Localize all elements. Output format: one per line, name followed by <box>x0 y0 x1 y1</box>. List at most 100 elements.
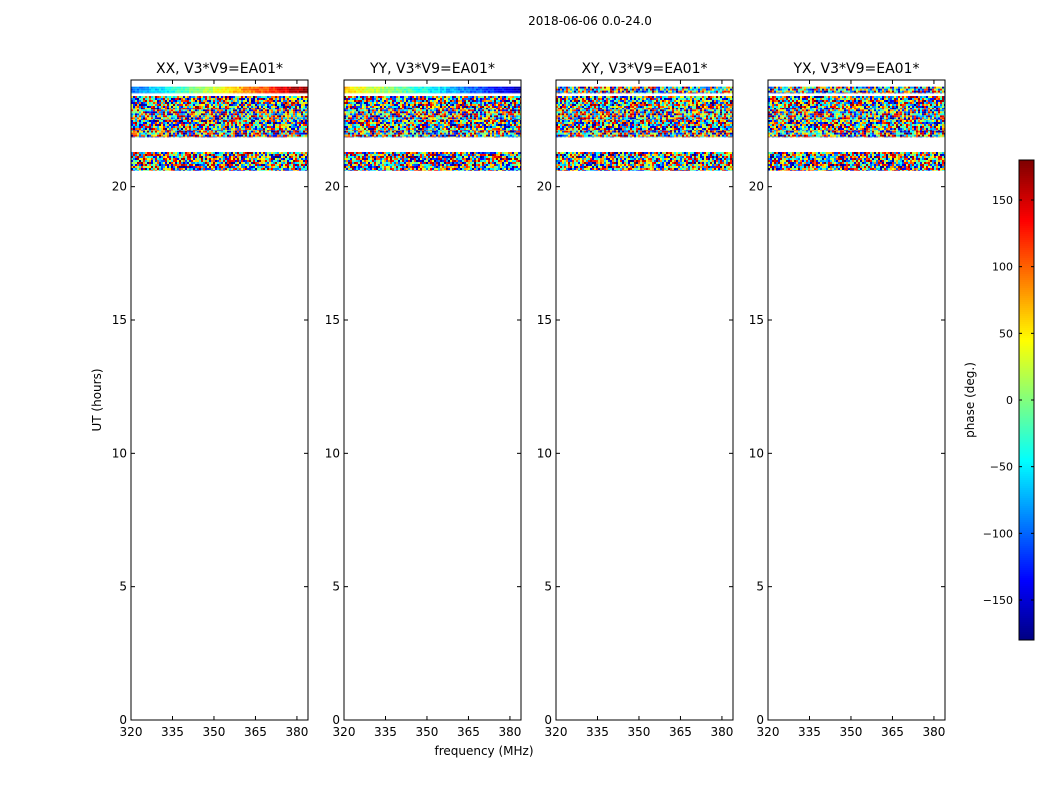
heat-cell <box>199 152 201 154</box>
heat-cell <box>370 113 372 116</box>
heat-cell <box>155 120 157 122</box>
heat-cell <box>137 164 139 166</box>
heat-cell <box>245 106 247 108</box>
heat-cell <box>155 88 157 91</box>
heat-cell <box>213 126 215 128</box>
heat-cell <box>416 115 418 118</box>
heat-cell <box>279 90 281 93</box>
heat-cell <box>225 86 227 89</box>
heat-cell <box>464 115 466 118</box>
heat-cell <box>267 130 269 133</box>
heat-cell <box>500 119 502 120</box>
heat-cell <box>303 130 305 133</box>
heat-cell <box>247 92 249 94</box>
heat-cell <box>287 113 289 116</box>
heat-cell <box>350 119 352 120</box>
heat-cell <box>143 152 145 154</box>
heat-cell <box>508 117 510 120</box>
heat-cell <box>289 168 291 170</box>
heat-cell <box>484 96 486 98</box>
heat-cell <box>305 109 307 112</box>
heat-cell <box>205 117 207 120</box>
heat-cell <box>193 88 195 91</box>
heat-cell <box>227 102 229 104</box>
heat-cell <box>225 158 227 160</box>
heat-cell <box>454 111 456 114</box>
heat-cell <box>147 160 149 162</box>
heat-cell <box>476 104 478 106</box>
heat-cell <box>291 104 293 106</box>
heat-cell <box>277 120 279 122</box>
heat-cell <box>378 119 380 120</box>
heat-cell <box>147 130 149 133</box>
heat-cell <box>392 102 394 104</box>
heat-cell <box>183 102 185 104</box>
heat-cell <box>488 115 490 118</box>
heat-cell <box>506 96 508 98</box>
heat-cell <box>404 88 406 91</box>
heat-cell <box>273 117 275 120</box>
heat-cell <box>169 98 171 100</box>
heat-cell <box>305 108 307 110</box>
heat-cell <box>221 88 223 91</box>
heat-cell <box>360 113 362 116</box>
heat-cell <box>183 106 185 108</box>
heat-cell <box>494 111 496 114</box>
heat-cell <box>171 88 173 91</box>
heat-cell <box>388 92 390 94</box>
heat-cell <box>273 92 275 94</box>
heat-cell <box>169 92 171 94</box>
heat-cell <box>420 119 422 120</box>
heat-cell <box>267 106 269 108</box>
heat-cell <box>348 106 350 108</box>
heat-cell <box>153 109 155 112</box>
heat-cell <box>508 88 510 91</box>
heat-cell <box>255 119 257 120</box>
heat-cell <box>171 160 173 162</box>
heat-cell <box>253 102 255 104</box>
heat-cell <box>199 92 201 94</box>
heat-cell <box>199 122 201 124</box>
heat-cell <box>299 90 301 93</box>
heat-cell <box>159 154 161 156</box>
heat-cell <box>468 104 470 106</box>
heat-cell <box>436 90 438 93</box>
heat-cell <box>195 119 197 120</box>
heat-cell <box>295 100 297 102</box>
heat-cell <box>476 119 478 120</box>
heat-cell <box>297 109 299 112</box>
heat-cell <box>173 124 175 126</box>
heat-cell <box>209 126 211 128</box>
heat-cell <box>219 128 221 130</box>
heat-cell <box>406 100 408 102</box>
heat-cell <box>159 120 161 122</box>
heat-cell <box>514 109 516 112</box>
heat-cell <box>243 164 245 166</box>
heat-cell <box>247 109 249 112</box>
heat-cell <box>259 152 261 154</box>
heat-cell <box>167 120 169 122</box>
heat-cell <box>354 126 356 128</box>
heat-cell <box>281 113 283 116</box>
heat-cell <box>468 117 470 120</box>
heat-cell <box>305 124 307 126</box>
heat-cell <box>267 90 269 93</box>
heat-cell <box>472 108 474 110</box>
heat-cell <box>376 122 378 124</box>
heat-cell <box>291 152 293 154</box>
heat-cell <box>512 111 514 114</box>
heat-cell <box>386 98 388 100</box>
heat-cell <box>227 134 229 137</box>
heat-cell <box>195 88 197 91</box>
heat-cell <box>153 166 155 168</box>
heat-cell <box>225 119 227 120</box>
heat-cell <box>133 113 135 116</box>
heat-cell <box>420 117 422 120</box>
heat-cell <box>157 109 159 112</box>
heat-cell <box>259 168 261 170</box>
heat-cell <box>205 166 207 168</box>
heat-cell <box>301 136 303 138</box>
heat-cell <box>163 162 165 164</box>
heat-cell <box>223 119 225 120</box>
heat-cell <box>227 160 229 162</box>
